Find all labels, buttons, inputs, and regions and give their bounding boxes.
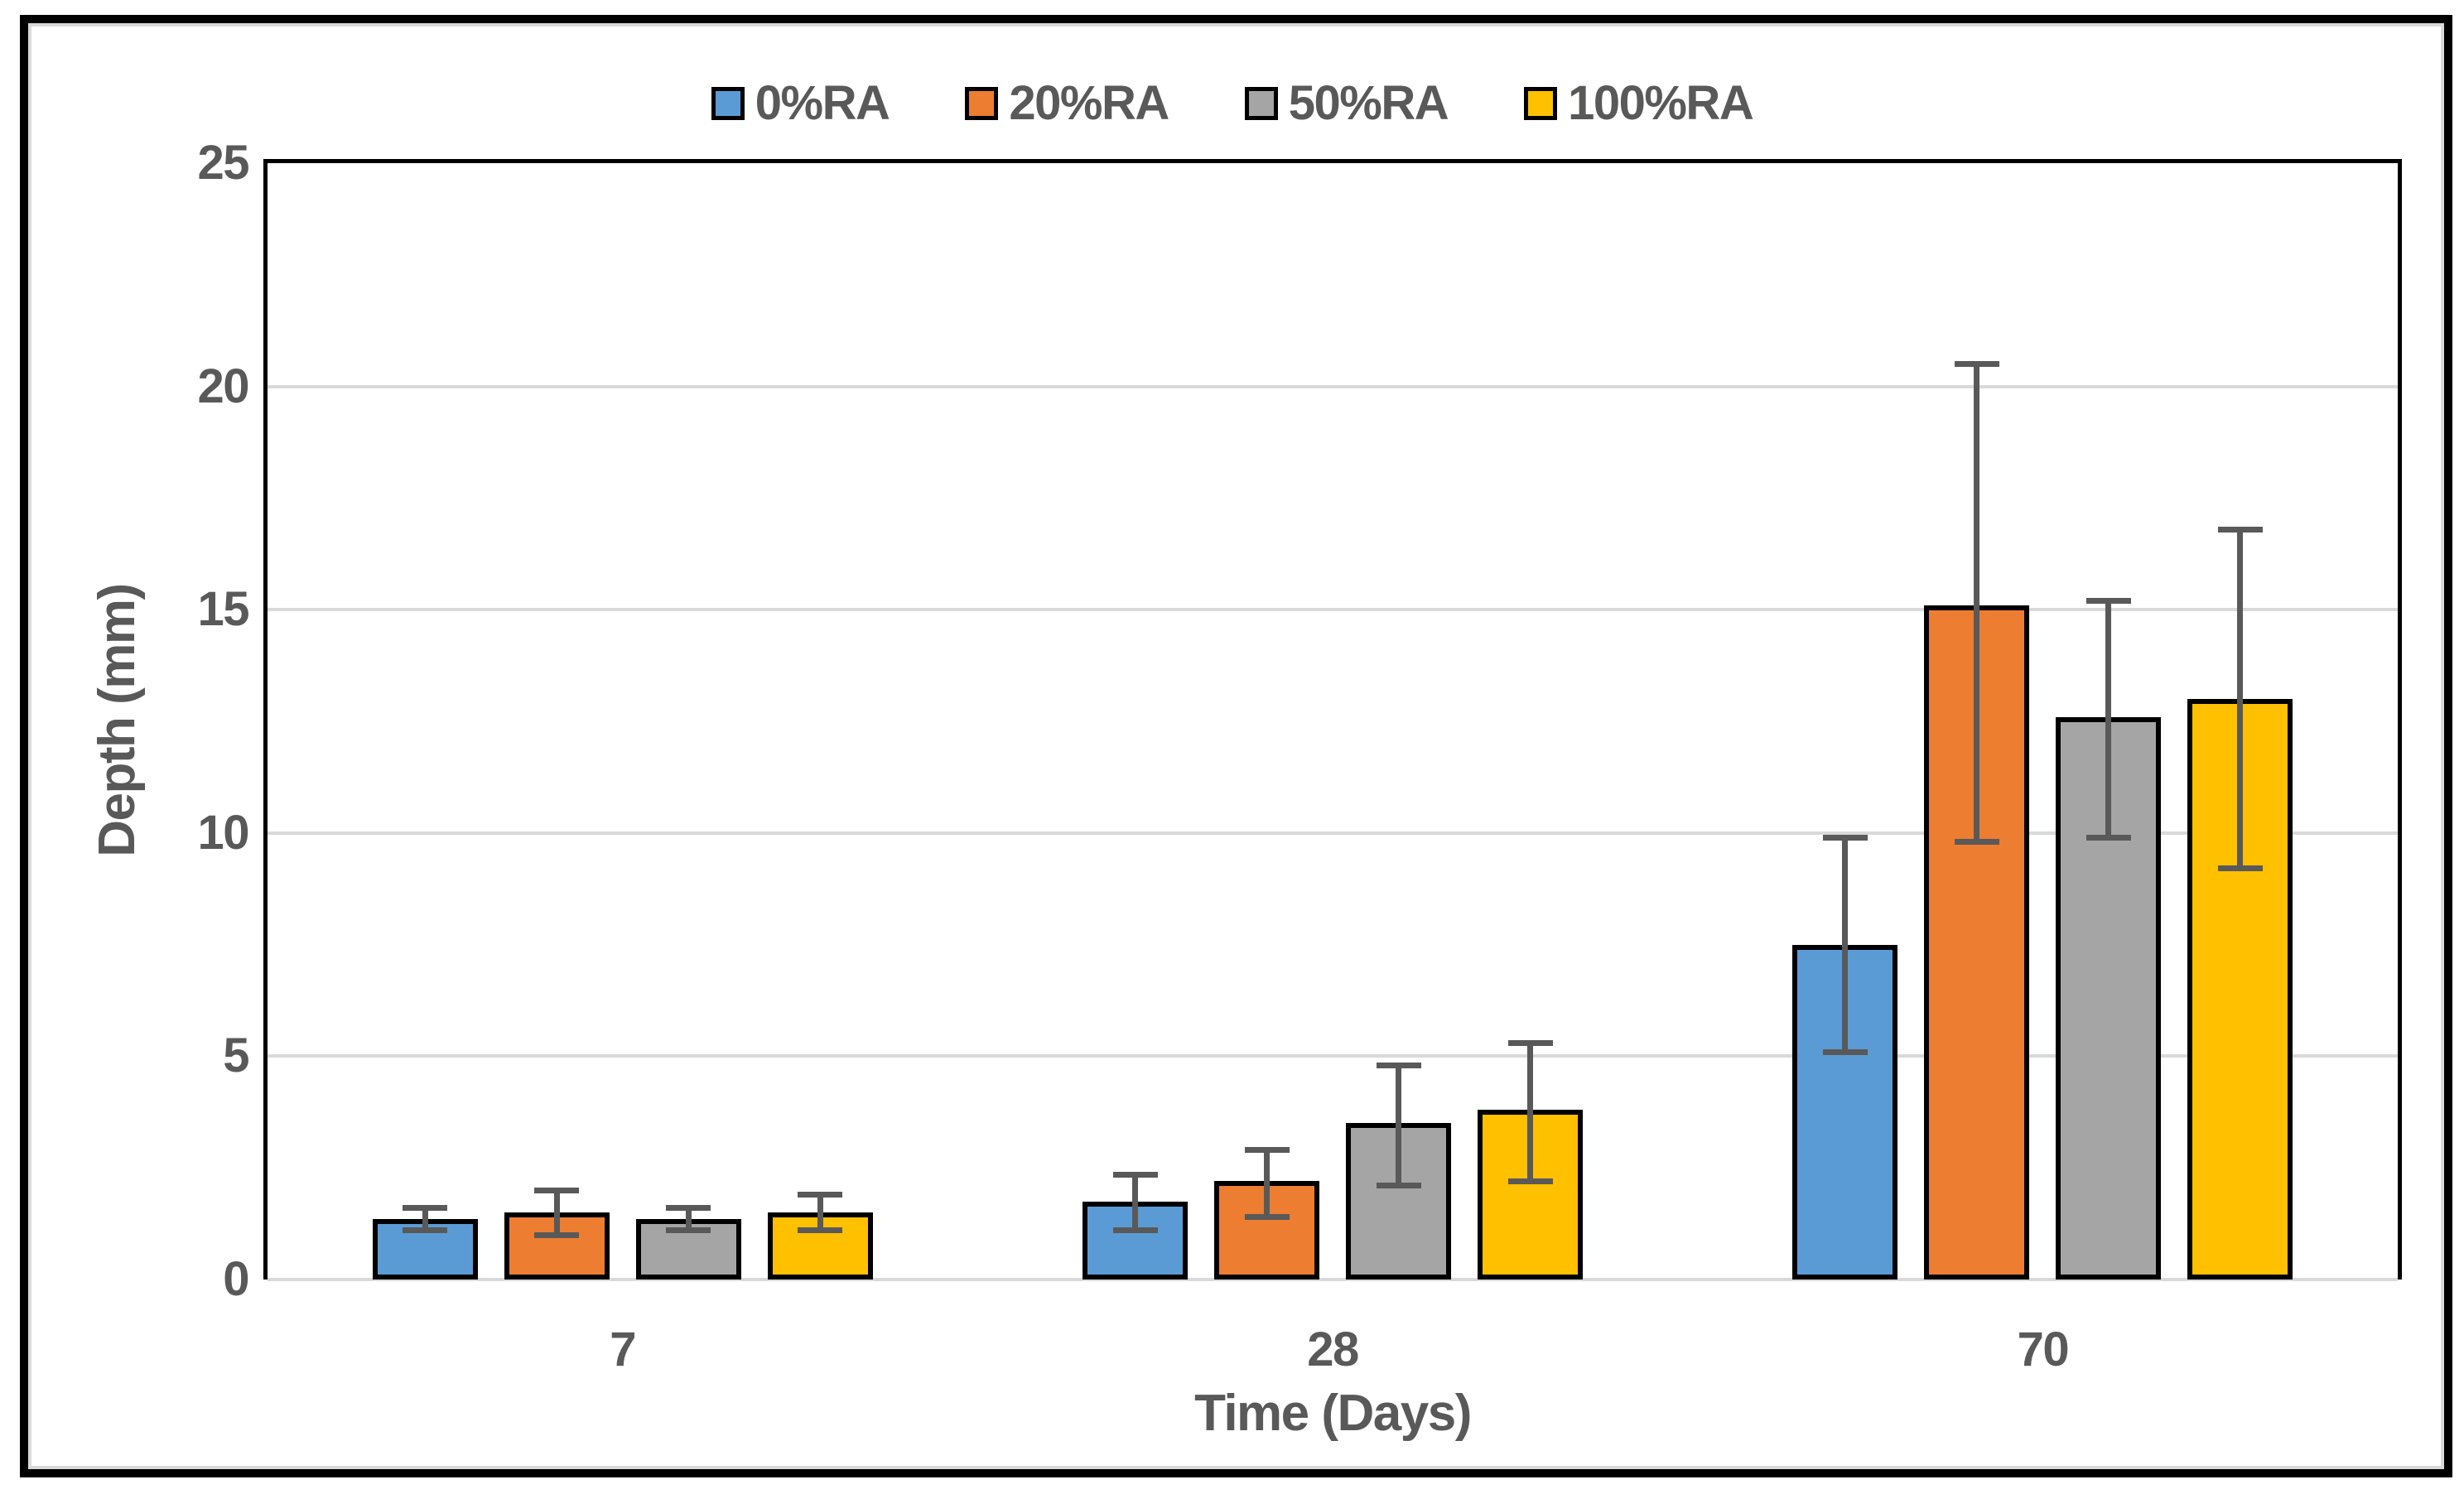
- bar-100%RA-day70: [2187, 699, 2293, 1280]
- error-cap-high-100%RA-day7: [798, 1192, 843, 1198]
- error-cap-low-20%RA-day28: [1244, 1214, 1290, 1220]
- gridline-15: [268, 608, 2398, 612]
- error-cap-high-20%RA-day28: [1244, 1147, 1290, 1154]
- plot-border-right: [2398, 159, 2402, 1280]
- error-cap-low-50%RA-day7: [666, 1227, 711, 1234]
- error-bar-0%RA-day7: [422, 1207, 428, 1231]
- y-tick-label-0: 0: [223, 1252, 249, 1306]
- error-bar-0%RA-day70: [1842, 837, 1849, 1052]
- legend-label: 50%RA: [1288, 76, 1449, 130]
- error-bar-100%RA-day7: [817, 1194, 823, 1231]
- error-cap-low-0%RA-day28: [1112, 1227, 1158, 1234]
- legend-item-50%RA: 50%RA: [1244, 76, 1449, 130]
- y-tick-label-20: 20: [197, 359, 249, 413]
- legend-item-0%RA: 0%RA: [711, 79, 890, 128]
- error-bar-100%RA-day70: [2237, 529, 2244, 869]
- error-cap-low-20%RA-day7: [534, 1231, 580, 1238]
- y-tick-label-25: 25: [197, 136, 249, 190]
- y-tick-label-5: 5: [223, 1029, 249, 1083]
- error-cap-high-100%RA-day28: [1507, 1039, 1553, 1046]
- error-cap-low-100%RA-day70: [2217, 865, 2263, 872]
- error-bar-20%RA-day28: [1264, 1149, 1270, 1217]
- gridline-5: [268, 1054, 2398, 1058]
- y-tick-label-10: 10: [197, 805, 249, 860]
- error-cap-low-20%RA-day70: [1954, 839, 1999, 846]
- legend-item-20%RA: 20%RA: [965, 76, 1169, 130]
- error-cap-low-0%RA-day7: [403, 1227, 448, 1234]
- figure-border: [20, 15, 2452, 1477]
- legend-item-100%RA: 100%RA: [1524, 76, 1754, 130]
- error-cap-high-50%RA-day70: [2085, 597, 2131, 604]
- error-cap-low-100%RA-day28: [1507, 1178, 1553, 1184]
- error-cap-high-0%RA-day7: [403, 1205, 448, 1212]
- legend-label: 100%RA: [1568, 76, 1754, 130]
- error-cap-high-0%RA-day70: [1822, 834, 1868, 841]
- error-cap-high-20%RA-day70: [1954, 361, 1999, 368]
- error-bar-20%RA-day7: [553, 1190, 560, 1236]
- legend-swatch-icon: [965, 87, 999, 120]
- error-cap-high-50%RA-day7: [666, 1205, 711, 1212]
- error-bar-20%RA-day70: [1974, 364, 1980, 842]
- legend-swatch-icon: [1524, 87, 1558, 120]
- y-axis-line: [263, 159, 268, 1280]
- gridline-10: [268, 831, 2398, 835]
- error-cap-low-50%RA-day70: [2085, 834, 2131, 841]
- figure-inner-border: [28, 23, 2444, 1469]
- x-tick-label-70: 70: [2017, 1323, 2070, 1376]
- gridline-20: [268, 384, 2398, 388]
- x-axis-title: Time (Days): [1194, 1385, 1472, 1442]
- legend-swatch-icon: [711, 87, 745, 120]
- error-cap-low-50%RA-day28: [1376, 1183, 1421, 1189]
- legend-swatch-icon: [1244, 87, 1278, 120]
- error-cap-low-0%RA-day70: [1822, 1048, 1868, 1055]
- bar-50%RA-day70: [2056, 716, 2162, 1280]
- error-bar-100%RA-day28: [1527, 1043, 1533, 1182]
- error-cap-low-100%RA-day7: [798, 1227, 843, 1234]
- legend-label: 0%RA: [755, 76, 890, 130]
- error-bar-0%RA-day28: [1132, 1174, 1138, 1231]
- error-cap-high-100%RA-day70: [2217, 526, 2263, 533]
- bar-20%RA-day7: [504, 1212, 610, 1280]
- gridline-0: [268, 1278, 2398, 1281]
- y-tick-label-15: 15: [197, 582, 249, 637]
- error-bar-50%RA-day7: [685, 1207, 692, 1231]
- error-cap-high-20%RA-day7: [534, 1187, 580, 1193]
- error-bar-50%RA-day28: [1396, 1065, 1401, 1186]
- x-tick-label-7: 7: [610, 1323, 636, 1376]
- x-tick-label-28: 28: [1307, 1323, 1359, 1376]
- error-cap-high-50%RA-day28: [1376, 1062, 1421, 1068]
- error-bar-50%RA-day70: [2105, 600, 2112, 838]
- legend: 0%RA 20%RA 50%RA 100%RA: [0, 78, 2464, 129]
- plot-border-top: [263, 159, 2402, 163]
- legend-label: 20%RA: [1009, 76, 1169, 130]
- error-cap-high-0%RA-day28: [1112, 1171, 1158, 1178]
- y-axis-title: Depth (mm): [89, 584, 146, 857]
- plot-area: [263, 159, 2402, 1281]
